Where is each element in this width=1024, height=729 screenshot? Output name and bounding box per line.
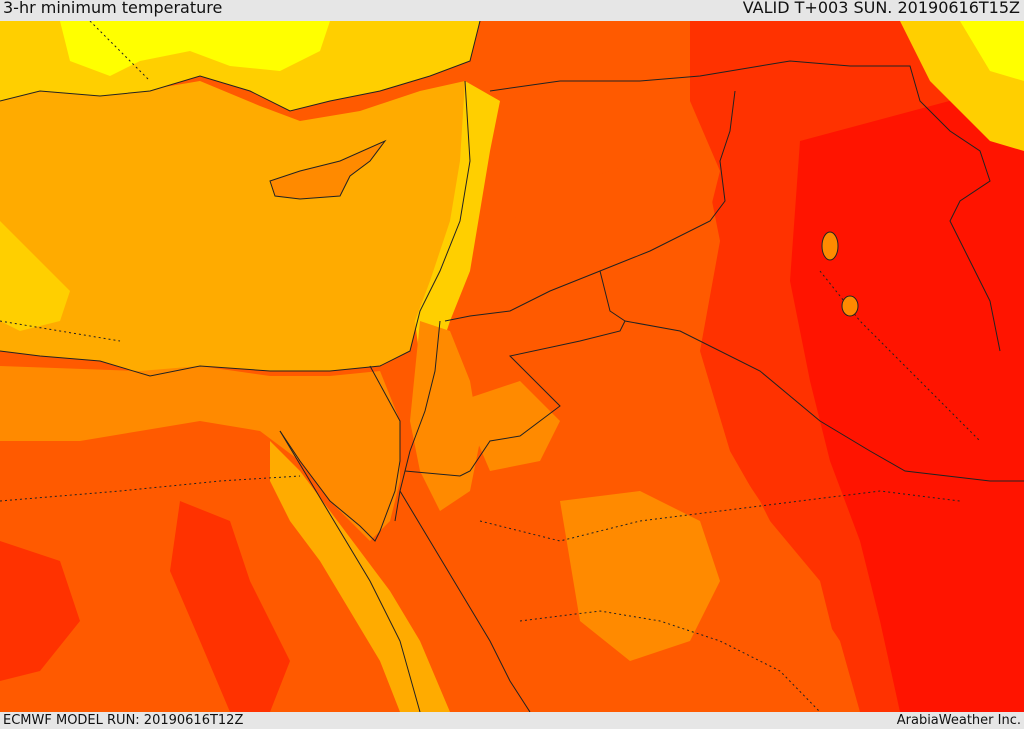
coastline-anatolia	[0, 21, 481, 112]
lake-tharthar	[821, 231, 839, 261]
egypt-hot-patch-nile	[170, 501, 290, 712]
border-saudi-south	[519, 610, 821, 712]
lake-razazah	[841, 295, 859, 317]
model-run-label: ECMWF MODEL RUN: 20190616T12Z	[3, 713, 244, 728]
jordan-valley-region	[410, 321, 480, 511]
red-sea	[270, 441, 450, 712]
border-syria-iraq-jordan	[444, 90, 736, 322]
coolest-region-northeast	[960, 21, 1024, 81]
map-footer: ECMWF MODEL RUN: 20190616T12Z ArabiaWeat…	[0, 712, 1024, 729]
credit-label: ArabiaWeather Inc.	[896, 713, 1021, 728]
cool-patch-west	[0, 221, 70, 331]
valid-time: VALID T+003 SUN. 20190616T15Z	[742, 0, 1020, 17]
border-jordan-saudi	[404, 270, 626, 477]
egypt-hot-patch-west	[0, 541, 80, 681]
cyprus-island	[269, 139, 387, 200]
arabia-interior-patch	[560, 491, 720, 661]
map-title: 3-hr minimum temperature	[3, 0, 223, 17]
coastline-sinai	[279, 365, 401, 542]
anatolia-coolest-region	[60, 21, 330, 76]
border-misc	[0, 320, 121, 342]
north-egypt-sinai	[0, 366, 400, 541]
coastline-levant-egypt	[0, 80, 471, 377]
border-iraq-internal	[819, 270, 981, 442]
hottest-region-east	[790, 81, 1024, 712]
coastline-gulf-aqaba	[394, 320, 441, 522]
coastline-red-sea-west	[279, 430, 421, 712]
border-saudi-provinces	[479, 490, 961, 542]
map-header: 3-hr minimum temperature VALID T+003 SUN…	[0, 0, 1024, 21]
mediterranean-sea	[0, 76, 470, 376]
coastline-red-sea-east	[399, 490, 531, 712]
border-turkey-internal	[89, 21, 151, 82]
levant-coast-cool	[415, 81, 500, 361]
border-turkey-syria-iraq-iran	[489, 60, 1001, 352]
temperature-map[interactable]	[0, 21, 1024, 712]
border-egypt-internal	[0, 475, 301, 502]
temperature-map-svg	[0, 21, 1024, 712]
border-iraq-saudi	[624, 320, 1024, 482]
region-central-arabia	[470, 141, 850, 712]
